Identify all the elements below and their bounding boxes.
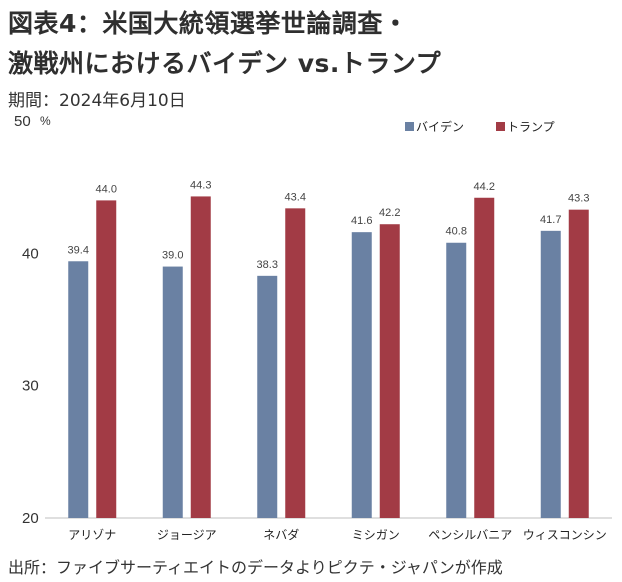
data-label-trump: 44.2 — [474, 181, 495, 193]
data-label-biden: 40.8 — [446, 226, 467, 238]
y-tick-label: 40 — [22, 245, 39, 262]
bar-trump — [190, 196, 211, 518]
x-category-label: ジョージア — [157, 528, 217, 542]
chart-title-line2: 激戦州におけるバイデン vs.トランプ — [8, 49, 442, 78]
data-label-trump: 43.3 — [568, 193, 589, 205]
bar-trump — [96, 200, 117, 518]
data-label-trump: 42.2 — [379, 207, 400, 219]
data-label-biden: 41.7 — [540, 214, 561, 226]
data-label-biden: 39.4 — [68, 244, 89, 256]
data-label-biden: 38.3 — [257, 259, 278, 271]
bar-trump — [474, 197, 495, 518]
legend-swatch-biden — [405, 122, 414, 131]
bar-trump — [285, 208, 306, 518]
y-tick-label: 20 — [22, 510, 39, 527]
x-category-label: ミシガン — [352, 528, 400, 542]
y-tick-label: 30 — [22, 378, 39, 395]
period-label: 期間：2024年6月10日 — [8, 91, 186, 111]
legend-label-trump: トランプ — [507, 120, 555, 134]
data-label-trump: 44.3 — [190, 179, 211, 191]
data-label-trump: 44.0 — [96, 183, 117, 195]
legend-swatch-trump — [496, 122, 505, 131]
bar-biden — [446, 242, 467, 518]
data-label-biden: 39.0 — [162, 250, 183, 262]
x-category-label: ペンシルバニア — [428, 528, 512, 542]
y-unit-label: % — [40, 114, 51, 128]
y-tick-label: 50 — [14, 113, 31, 130]
bar-biden — [540, 230, 561, 518]
legend-label-biden: バイデン — [416, 119, 464, 134]
source-note: 出所：ファイブサーティエイトのデータよりピクテ・ジャパンが作成 — [8, 558, 503, 577]
bar-trump — [568, 209, 589, 518]
bar-biden — [68, 261, 89, 518]
chart-title-line1: 図表4：米国大統領選挙世論調査・ — [8, 9, 409, 38]
data-label-biden: 41.6 — [351, 215, 372, 227]
bar-biden — [257, 275, 278, 518]
bar-biden — [351, 232, 372, 518]
x-category-label: アリゾナ — [68, 528, 116, 542]
x-category-label: ウィスコンシン — [523, 528, 607, 542]
data-label-trump: 43.4 — [285, 191, 306, 203]
x-category-label: ネバダ — [263, 527, 299, 542]
bar-biden — [162, 266, 183, 518]
bar-trump — [379, 224, 400, 518]
